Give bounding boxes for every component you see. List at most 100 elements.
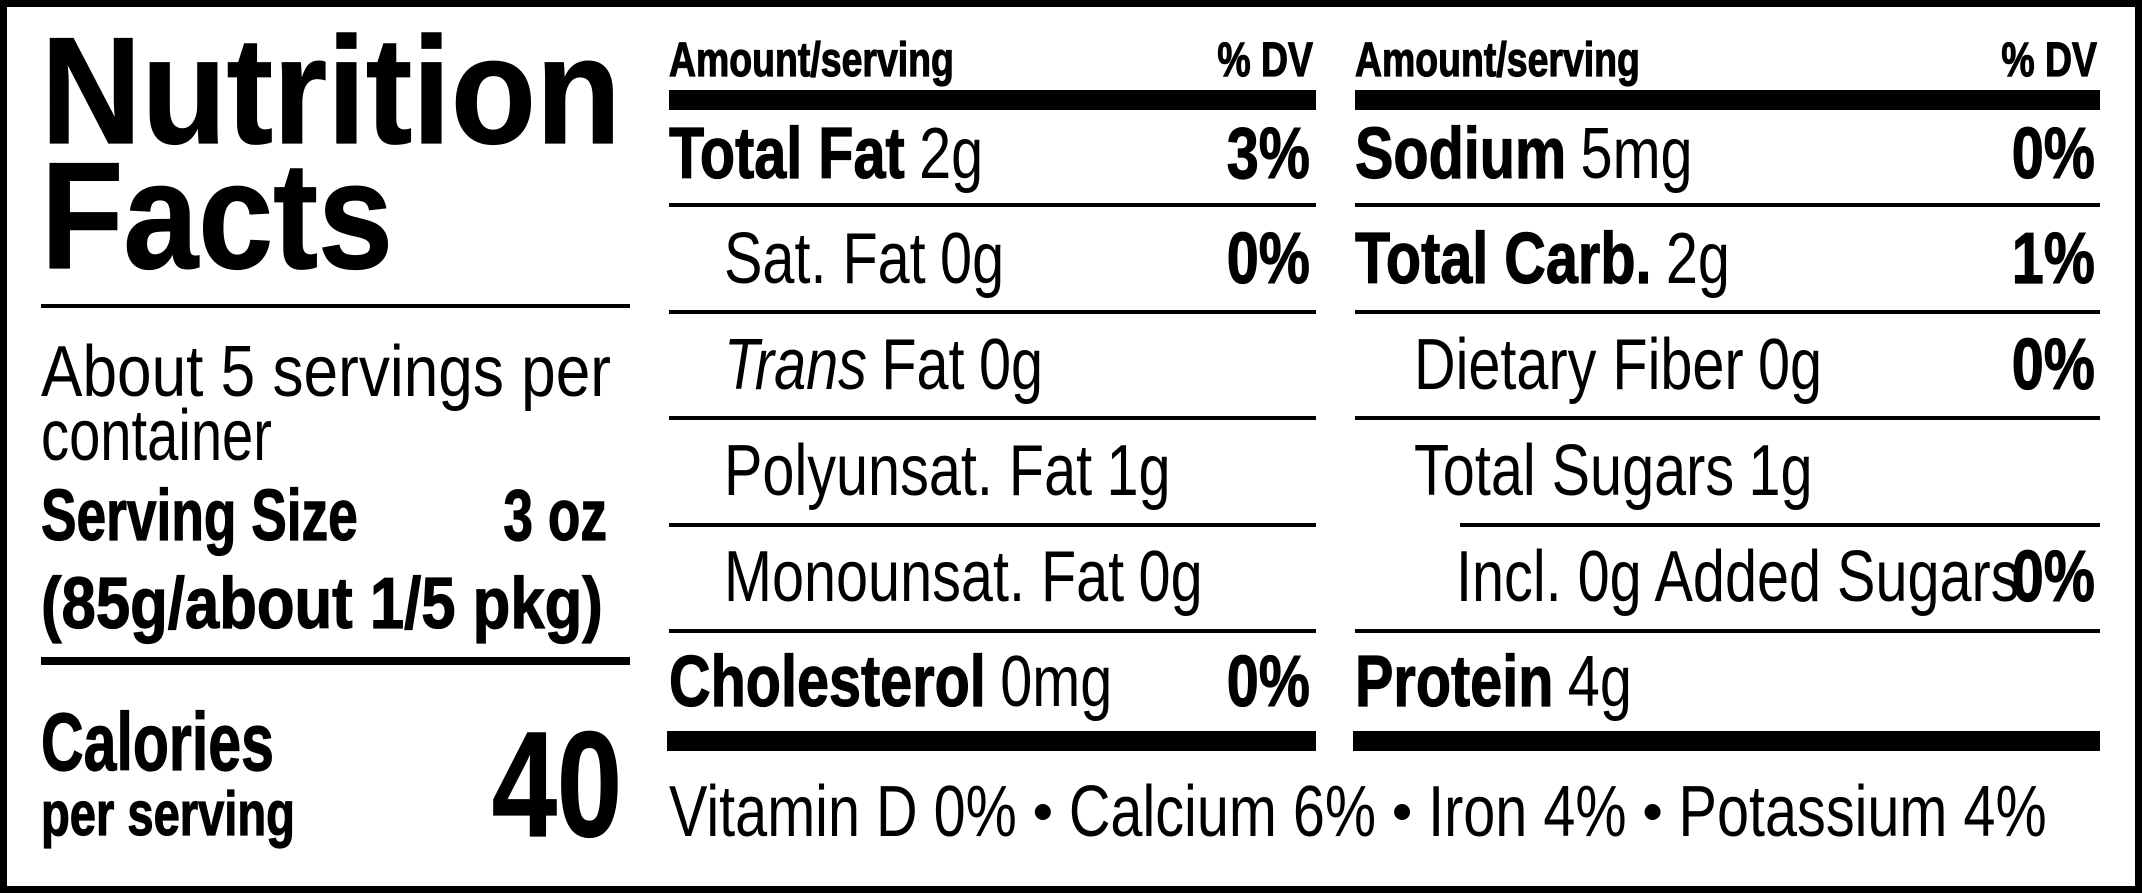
nutrient-text: Incl. 0g Added Sugars: [1456, 536, 2020, 617]
calories-sublabel: per serving: [41, 779, 295, 849]
nutrient-text: Monounsat. Fat 0g: [724, 536, 1203, 617]
rule: [667, 731, 1316, 751]
nutrient-row: Cholesterol 0mg: [668, 640, 1112, 722]
nutrient-name: Monounsat. Fat: [724, 536, 1124, 617]
footer-item-group: Iron 4%: [1428, 771, 1626, 852]
nutrient-dv: 1%: [2012, 218, 2095, 299]
rule: [1355, 310, 2100, 314]
nutrient-text: Total Fat 2g: [669, 113, 983, 194]
footer-item-group: Vitamin D 0%: [669, 771, 1017, 852]
nutrient-dv-group: 0%: [2011, 112, 2095, 194]
title-line-group: Facts: [40, 131, 393, 301]
nutrient-row: Monounsat. Fat 0g: [724, 536, 1203, 617]
nutrient-row: Polyunsat. Fat 1g: [724, 430, 1171, 511]
nutrient-name: Polyunsat. Fat: [724, 430, 1092, 511]
nutrient-name: Protein: [1355, 641, 1553, 722]
nutrient-name: Dietary Fiber: [1414, 324, 1744, 405]
servings-line: About 5 servings per: [41, 332, 611, 412]
header-dv-group: % DV: [1217, 33, 1314, 88]
nutrient-name: Fat: [881, 324, 964, 405]
nutrient-name: Total Sugars: [1414, 430, 1734, 511]
title-line: Facts: [41, 131, 393, 300]
header-amount-group: Amount/serving: [668, 33, 954, 88]
nutrient-name: Incl. 0g Added Sugars: [1456, 536, 2020, 617]
calories-value: 40: [492, 700, 622, 868]
footer-item: Calcium 6%: [1069, 771, 1376, 852]
nutrient-text: Sodium 5mg: [1355, 113, 1693, 194]
rule: [41, 304, 630, 308]
nutrient-dv-group: 0%: [2011, 323, 2095, 405]
nutrient-name: Sat. Fat: [724, 218, 926, 299]
nutrient-row: Sat. Fat 0g: [724, 218, 1004, 299]
nutrient-amount: 5mg: [1581, 113, 1693, 194]
nutrient-amount: 2g: [919, 113, 983, 194]
nutrient-name: Total Carb.: [1355, 218, 1652, 299]
nutrient-text: Protein 4g: [1355, 641, 1632, 722]
nutrient-row: Sodium 5mg: [1354, 112, 1693, 194]
rule: [669, 629, 1316, 633]
nutrient-amount: 1g: [1749, 430, 1813, 511]
nutrient-dv-group: 0%: [1226, 217, 1310, 299]
footer-item: Potassium 4%: [1679, 771, 2047, 852]
serving-size-detail: (85g/about 1/5 pkg): [41, 564, 603, 645]
nutrient-dv: 0%: [1227, 641, 1310, 722]
bullet-separator: [1644, 804, 1661, 820]
nutrient-dv: 0%: [2012, 324, 2095, 405]
header-amount: Amount/serving: [1355, 34, 1640, 88]
nutrient-name: Total Fat: [669, 113, 905, 194]
calories-label-group: Calories: [40, 696, 274, 789]
header-dv: % DV: [2001, 34, 2097, 88]
nutrient-amount: 2g: [1666, 218, 1730, 299]
nutrient-amount: 4g: [1568, 641, 1632, 722]
nutrient-amount: 0mg: [1000, 641, 1112, 722]
bullet-separator: [1034, 804, 1051, 820]
nutrient-text: Sat. Fat 0g: [724, 218, 1004, 299]
nutrient-text: Polyunsat. Fat 1g: [724, 430, 1171, 511]
nutrient-dv: 0%: [2012, 113, 2095, 194]
rule: [1460, 523, 2100, 527]
nutrient-text: Total Sugars 1g: [1414, 430, 1813, 511]
nutrient-amount: 0g: [1139, 536, 1203, 617]
rule: [669, 203, 1316, 207]
title-line: Nutrition: [41, 5, 621, 175]
nutrient-dv: 3%: [1227, 113, 1310, 194]
nutrient-dv-group: 0%: [2011, 535, 2095, 617]
footer-item-group: Calcium 6%: [1069, 771, 1376, 852]
nutrient-amount: 0g: [1758, 324, 1822, 405]
bullet-separator: [1394, 804, 1411, 820]
calories-sublabel-group: per serving: [40, 778, 295, 849]
header-dv-group: % DV: [2001, 33, 2098, 88]
nutrient-row: Trans Fat 0g: [724, 324, 1043, 405]
title-line-group: Nutrition: [40, 5, 621, 176]
serving-size-detail-group: (85g/about 1/5 pkg): [40, 563, 603, 645]
serving-size-amount-group: 3 oz: [503, 476, 608, 557]
nutrient-amount: 1g: [1107, 430, 1171, 511]
rule: [1355, 90, 2100, 110]
nutrient-dv-group: 0%: [1226, 640, 1310, 722]
rule: [669, 90, 1316, 110]
rule: [669, 523, 1316, 527]
nutrient-dv-group: 1%: [2011, 217, 2095, 299]
serving-size-amount: 3 oz: [503, 476, 607, 556]
nutrient-row: Total Sugars 1g: [1414, 430, 1813, 511]
nutrient-row: Protein 4g: [1354, 640, 1632, 722]
nutrient-row: Incl. 0g Added Sugars: [1456, 536, 2020, 617]
header-dv: % DV: [1217, 34, 1313, 88]
nutrient-text: Dietary Fiber 0g: [1414, 324, 1822, 405]
footer-item-group: Potassium 4%: [1679, 771, 2047, 852]
header-amount-group: Amount/serving: [1354, 33, 1640, 88]
nutrient-text: Trans Fat 0g: [724, 324, 1043, 405]
rule: [41, 657, 630, 665]
nutrient-row: Total Carb. 2g: [1354, 217, 1730, 299]
nutrient-row: Dietary Fiber 0g: [1414, 324, 1822, 405]
header-amount: Amount/serving: [669, 34, 954, 88]
rule: [669, 310, 1316, 314]
nutrient-dv: 0%: [1227, 218, 1310, 299]
calories-label: Calories: [41, 697, 274, 789]
nutrient-row: Total Fat 2g: [668, 112, 983, 194]
servings-line-group: container: [41, 395, 272, 475]
nutrient-amount: 0g: [979, 324, 1043, 405]
nutrient-dv-group: 3%: [1226, 112, 1310, 194]
nutrient-name: Cholesterol: [669, 641, 986, 722]
